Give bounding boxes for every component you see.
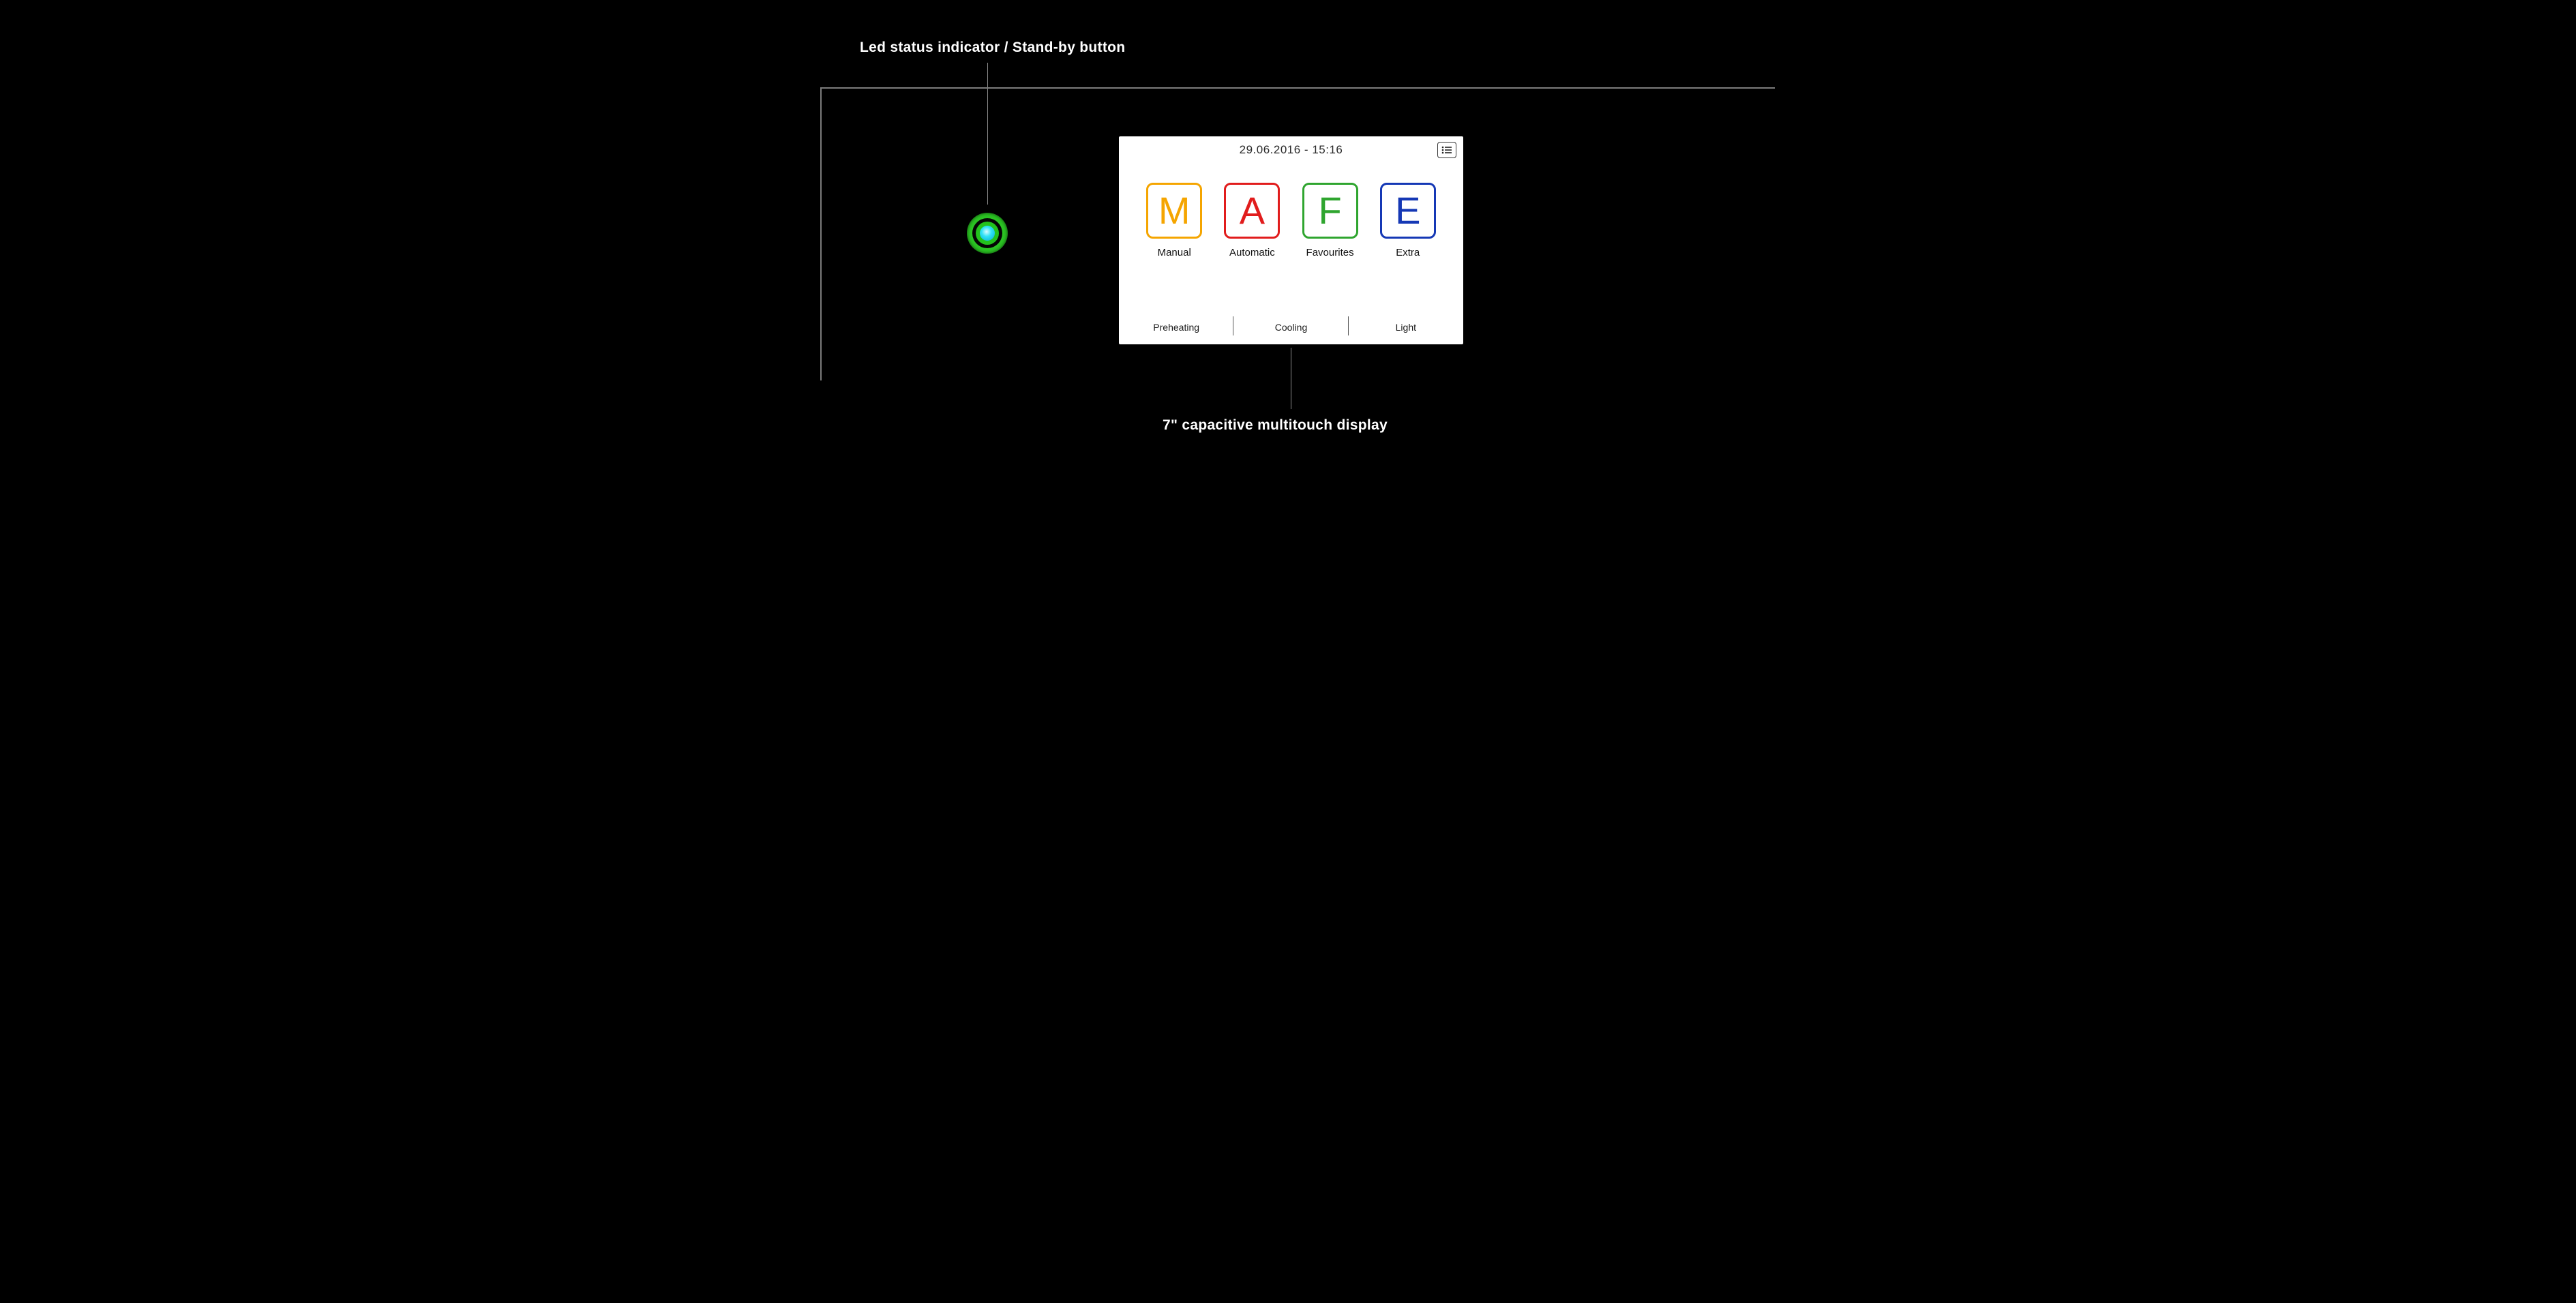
- tab-cooling[interactable]: Cooling: [1233, 319, 1348, 340]
- screen-datetime: 29.06.2016 - 15:16: [1240, 143, 1343, 157]
- tile-automatic-label: Automatic: [1229, 247, 1275, 258]
- device-outline-top: [820, 87, 1775, 89]
- menu-button[interactable]: [1437, 142, 1456, 158]
- touchscreen-display: 29.06.2016 - 15:16 M Manual: [1119, 136, 1463, 344]
- tile-favourites-label: Favourites: [1306, 247, 1354, 258]
- led-core: [980, 226, 995, 241]
- tile-favourites[interactable]: F Favourites: [1302, 183, 1358, 258]
- tile-extra[interactable]: E Extra: [1380, 183, 1436, 258]
- standby-led-button[interactable]: [967, 213, 1008, 254]
- led-ring-green: [976, 222, 999, 245]
- tile-manual-box: M: [1146, 183, 1202, 239]
- tile-manual[interactable]: M Manual: [1146, 183, 1202, 258]
- tile-extra-label: Extra: [1396, 247, 1420, 258]
- tile-automatic[interactable]: A Automatic: [1224, 183, 1280, 258]
- annotation-led: Led status indicator / Stand-by button: [860, 40, 1125, 56]
- leader-line-top: [987, 63, 988, 205]
- tile-automatic-box: A: [1224, 183, 1280, 239]
- tile-favourites-box: F: [1302, 183, 1358, 239]
- tab-preheating[interactable]: Preheating: [1119, 319, 1233, 340]
- device-outline-left: [820, 87, 822, 380]
- mode-tile-row: M Manual A Automatic F Favourites E Extr…: [1119, 164, 1463, 314]
- annotation-display: 7" capacitive multitouch display: [1163, 417, 1388, 434]
- screen-bottom-tabs: Preheating Cooling Light: [1119, 314, 1463, 344]
- screen-topbar: 29.06.2016 - 15:16: [1119, 136, 1463, 164]
- tab-light[interactable]: Light: [1349, 319, 1463, 340]
- tile-manual-label: Manual: [1158, 247, 1191, 258]
- list-icon: [1441, 146, 1452, 154]
- device-diagram: Led status indicator / Stand-by button 2…: [764, 0, 1812, 535]
- tile-extra-box: E: [1380, 183, 1436, 239]
- led-ring-black: [972, 218, 1002, 248]
